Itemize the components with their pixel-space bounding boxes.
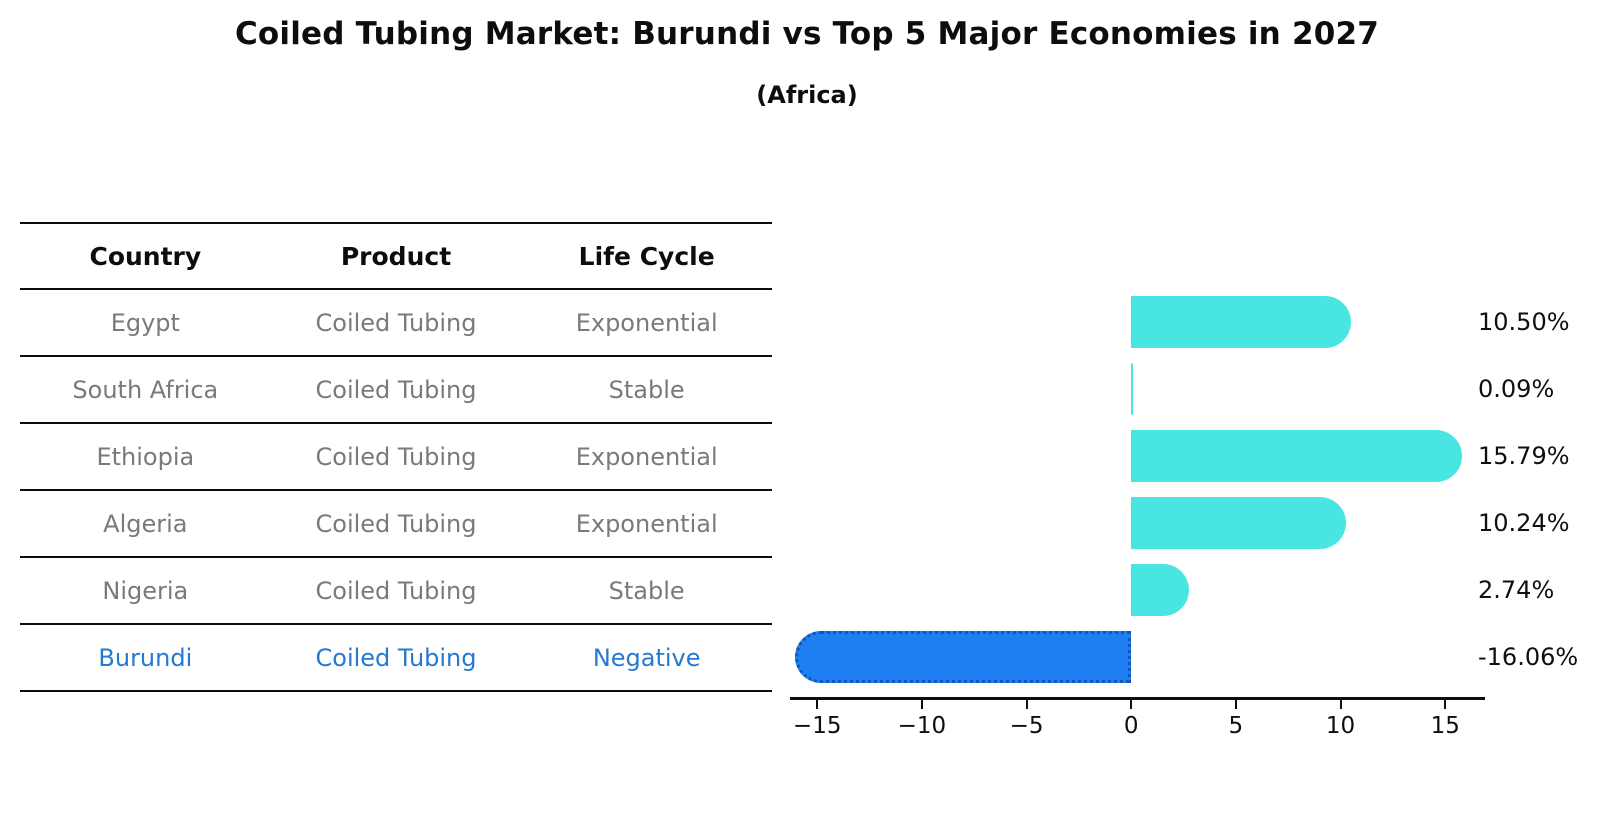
bar-burundi bbox=[795, 630, 1132, 683]
x-tick-label: −5 bbox=[1009, 713, 1044, 739]
bar-algeria bbox=[1131, 496, 1346, 549]
chart-subtitle: (Africa) bbox=[756, 81, 858, 109]
x-tick bbox=[1130, 699, 1133, 709]
x-tick bbox=[920, 699, 923, 709]
value-label-nigeria: 2.74% bbox=[1478, 575, 1555, 604]
table-row-burundi: Burundi Coiled Tubing Negative bbox=[20, 625, 772, 692]
table-row-algeria: Algeria Coiled Tubing Exponential bbox=[20, 491, 772, 558]
value-label-south-africa: 0.09% bbox=[1478, 374, 1555, 403]
x-tick bbox=[1444, 699, 1447, 709]
cell-product: Coiled Tubing bbox=[315, 509, 477, 538]
cell-country: Egypt bbox=[110, 308, 180, 337]
chart-title: Coiled Tubing Market: Burundi vs Top 5 M… bbox=[234, 16, 1380, 52]
cell-country: Ethiopia bbox=[96, 442, 195, 471]
col-header-country: Country bbox=[89, 241, 202, 271]
table-header-row: Country Product Life Cycle bbox=[20, 224, 772, 290]
cell-life-cycle: Stable bbox=[608, 576, 685, 605]
cell-country: South Africa bbox=[72, 375, 219, 404]
x-tick-label: 0 bbox=[1123, 713, 1139, 739]
bar-nigeria bbox=[1131, 563, 1189, 616]
col-header-life-cycle: Life Cycle bbox=[578, 241, 715, 271]
cell-life-cycle: Exponential bbox=[575, 308, 718, 337]
cell-product: Coiled Tubing bbox=[315, 643, 477, 672]
x-tick bbox=[816, 699, 819, 709]
cell-life-cycle: Exponential bbox=[575, 509, 718, 538]
x-tick-label: 10 bbox=[1325, 713, 1356, 739]
value-label-ethiopia: 15.79% bbox=[1478, 441, 1570, 470]
cell-country: Nigeria bbox=[102, 576, 189, 605]
cell-product: Coiled Tubing bbox=[315, 308, 477, 337]
x-tick-label: −10 bbox=[897, 713, 947, 739]
cell-product: Coiled Tubing bbox=[315, 442, 477, 471]
x-tick-label: 15 bbox=[1430, 713, 1460, 739]
col-header-product: Product bbox=[340, 241, 452, 271]
value-label-burundi: -16.06% bbox=[1478, 642, 1579, 671]
bar-ethiopia bbox=[1131, 429, 1462, 482]
x-tick-label: −15 bbox=[792, 713, 842, 739]
x-axis-line bbox=[790, 697, 1485, 700]
cell-life-cycle: Negative bbox=[592, 643, 701, 672]
x-tick bbox=[1025, 699, 1028, 709]
table-row-nigeria: Nigeria Coiled Tubing Stable bbox=[20, 558, 772, 625]
bar-egypt bbox=[1131, 295, 1352, 348]
x-tick-label: 5 bbox=[1228, 713, 1244, 739]
table-row-egypt: Egypt Coiled Tubing Exponential bbox=[20, 290, 772, 357]
cell-life-cycle: Stable bbox=[608, 375, 685, 404]
cell-country: Algeria bbox=[103, 509, 188, 538]
cell-country: Burundi bbox=[98, 643, 193, 672]
value-label-algeria: 10.24% bbox=[1478, 508, 1570, 537]
cell-life-cycle: Exponential bbox=[575, 442, 718, 471]
value-label-egypt: 10.50% bbox=[1478, 307, 1570, 336]
table-row-south-africa: South Africa Coiled Tubing Stable bbox=[20, 357, 772, 424]
cell-product: Coiled Tubing bbox=[315, 375, 477, 404]
bar-south-africa bbox=[1131, 362, 1134, 415]
x-tick bbox=[1234, 699, 1237, 709]
cell-product: Coiled Tubing bbox=[315, 576, 477, 605]
table-row-ethiopia: Ethiopia Coiled Tubing Exponential bbox=[20, 424, 772, 491]
country-table: Country Product Life Cycle Egypt Coiled … bbox=[20, 222, 772, 692]
x-tick bbox=[1339, 699, 1342, 709]
